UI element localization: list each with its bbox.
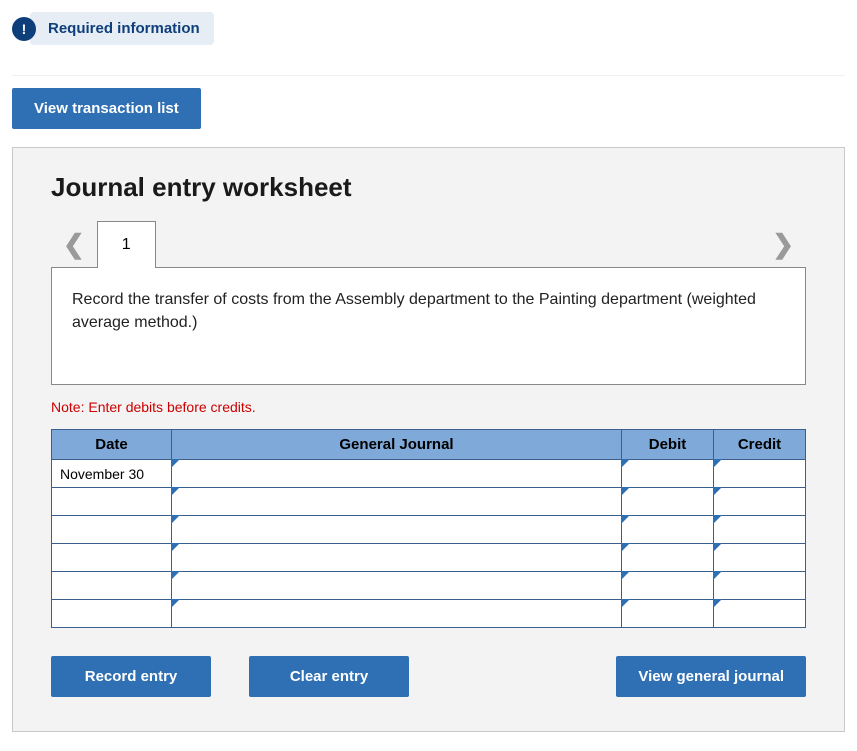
col-header-credit: Credit (714, 430, 806, 460)
general-journal-input[interactable] (172, 516, 621, 543)
cell-credit[interactable] (714, 600, 806, 628)
debit-input[interactable] (622, 460, 713, 487)
cell-general-journal[interactable] (172, 460, 622, 488)
cell-general-journal[interactable] (172, 516, 622, 544)
credit-input[interactable] (714, 572, 805, 599)
worksheet-title: Journal entry worksheet (51, 172, 806, 203)
general-journal-input[interactable] (172, 544, 621, 571)
debit-input[interactable] (622, 544, 713, 571)
cell-general-journal[interactable] (172, 572, 622, 600)
date-input[interactable] (52, 516, 171, 543)
cell-credit[interactable] (714, 460, 806, 488)
cell-date[interactable] (52, 600, 172, 628)
date-input[interactable] (52, 600, 171, 627)
date-input[interactable] (52, 572, 171, 599)
cell-debit[interactable] (622, 544, 714, 572)
info-badge-icon: ! (12, 17, 36, 41)
cell-debit[interactable] (622, 572, 714, 600)
debit-input[interactable] (622, 572, 713, 599)
date-input[interactable] (52, 460, 171, 487)
col-header-date: Date (52, 430, 172, 460)
table-row (52, 516, 806, 544)
view-general-journal-button[interactable]: View general journal (616, 656, 806, 697)
cell-general-journal[interactable] (172, 488, 622, 516)
col-header-general-journal: General Journal (172, 430, 622, 460)
table-row (52, 572, 806, 600)
credit-input[interactable] (714, 488, 805, 515)
cell-debit[interactable] (622, 488, 714, 516)
table-row (52, 600, 806, 628)
table-header-row: Date General Journal Debit Credit (52, 430, 806, 460)
clear-entry-button[interactable]: Clear entry (249, 656, 409, 697)
credit-input[interactable] (714, 600, 805, 627)
required-info-bar: ! Required information (12, 12, 845, 76)
credit-input[interactable] (714, 516, 805, 543)
credit-input[interactable] (714, 460, 805, 487)
table-row (52, 544, 806, 572)
instruction-box: Record the transfer of costs from the As… (51, 267, 806, 385)
debit-input[interactable] (622, 516, 713, 543)
worksheet-tab-1[interactable]: 1 (97, 221, 156, 268)
table-row (52, 488, 806, 516)
cell-date[interactable] (52, 460, 172, 488)
general-journal-input[interactable] (172, 460, 621, 487)
credit-input[interactable] (714, 544, 805, 571)
cell-date[interactable] (52, 488, 172, 516)
cell-date[interactable] (52, 516, 172, 544)
date-input[interactable] (52, 488, 171, 515)
cell-credit[interactable] (714, 516, 806, 544)
general-journal-input[interactable] (172, 600, 621, 627)
cell-debit[interactable] (622, 600, 714, 628)
worksheet-tab-row: ❮ 1 ❯ (51, 221, 806, 267)
view-transaction-list-button[interactable]: View transaction list (12, 88, 201, 129)
date-input[interactable] (52, 544, 171, 571)
record-entry-button[interactable]: Record entry (51, 656, 211, 697)
worksheet-button-row: Record entry Clear entry View general jo… (51, 656, 806, 697)
cell-general-journal[interactable] (172, 544, 622, 572)
cell-credit[interactable] (714, 572, 806, 600)
cell-credit[interactable] (714, 488, 806, 516)
cell-debit[interactable] (622, 516, 714, 544)
cell-general-journal[interactable] (172, 600, 622, 628)
table-row (52, 460, 806, 488)
debit-input[interactable] (622, 600, 713, 627)
cell-date[interactable] (52, 572, 172, 600)
general-journal-input[interactable] (172, 488, 621, 515)
next-arrow-icon[interactable]: ❯ (760, 229, 806, 260)
note-text: Note: Enter debits before credits. (51, 399, 806, 415)
general-journal-input[interactable] (172, 572, 621, 599)
col-header-debit: Debit (622, 430, 714, 460)
required-information-tab[interactable]: Required information (30, 12, 214, 45)
cell-credit[interactable] (714, 544, 806, 572)
cell-debit[interactable] (622, 460, 714, 488)
debit-input[interactable] (622, 488, 713, 515)
journal-worksheet-panel: Journal entry worksheet ❮ 1 ❯ Record the… (12, 147, 845, 732)
prev-arrow-icon[interactable]: ❮ (51, 229, 97, 260)
journal-entry-table: Date General Journal Debit Credit (51, 429, 806, 628)
cell-date[interactable] (52, 544, 172, 572)
